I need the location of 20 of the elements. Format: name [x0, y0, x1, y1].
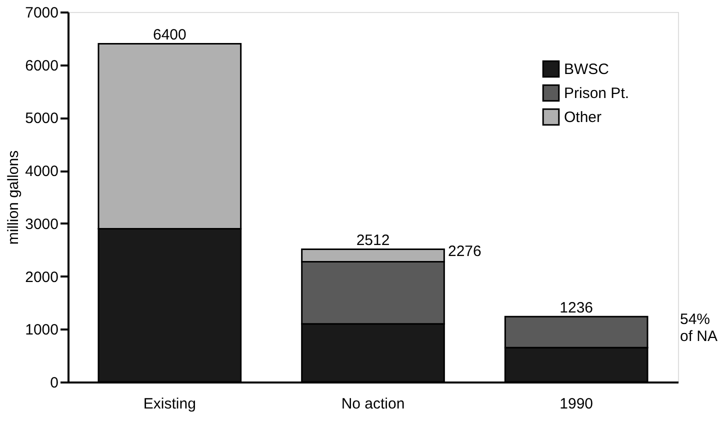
y-axis-title: million gallons	[5, 150, 22, 245]
y-tick-label: 3000	[25, 216, 58, 233]
y-tick-label: 4000	[25, 163, 58, 180]
y-tick-label: 6000	[25, 57, 58, 74]
annotation: 2276	[448, 243, 482, 260]
y-tick-label: 0	[50, 374, 58, 392]
legend-label: Prison Pt.	[564, 85, 630, 102]
y-tick-label: 5000	[25, 110, 58, 128]
y-tick-label: 7000	[25, 4, 58, 22]
y-tick-label: 2000	[25, 268, 58, 286]
total-label: 6400	[152, 26, 186, 44]
legend-label: Other	[564, 109, 602, 126]
legend-label: BWSC	[564, 61, 610, 78]
x-tick-label: 1990	[560, 396, 594, 412]
total-label: 2512	[356, 232, 390, 250]
x-tick-label: No action	[341, 396, 405, 412]
x-tick-label: Existing	[143, 396, 196, 412]
total-label: 1236	[560, 300, 594, 317]
text: 54% of NA	[680, 311, 718, 345]
y-tick-label: 1000	[25, 322, 58, 339]
